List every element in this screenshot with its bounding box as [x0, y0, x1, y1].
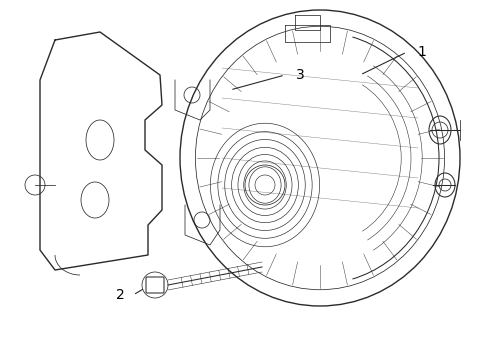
- Text: 3: 3: [295, 68, 304, 82]
- Text: 1: 1: [417, 45, 426, 59]
- Text: 2: 2: [115, 288, 124, 302]
